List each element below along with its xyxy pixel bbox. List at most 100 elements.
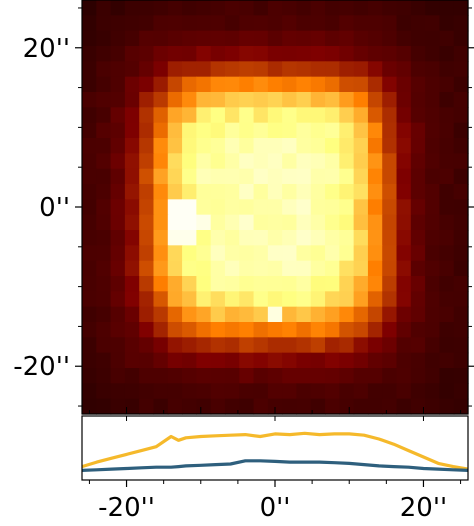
heatmap-cell: [82, 260, 97, 277]
heatmap-cell: [153, 383, 169, 400]
heatmap-cell: [139, 107, 155, 124]
heatmap-cell: [382, 107, 398, 124]
heatmap-cell: [96, 199, 112, 216]
profile-frame: [81, 415, 469, 481]
heatmap-cell: [153, 122, 169, 139]
heatmap-cell: [296, 337, 312, 354]
heatmap-cell: [396, 245, 412, 262]
heatmap-cell: [282, 184, 298, 200]
heatmap-cell: [210, 0, 226, 16]
heatmap-cell: [310, 214, 326, 231]
heatmap-cell: [167, 368, 183, 384]
heatmap-cell: [153, 214, 169, 231]
heatmap-cell: [224, 199, 240, 216]
heatmap-cell: [410, 322, 426, 338]
heatmap-cell: [267, 76, 283, 93]
heatmap-cell: [453, 230, 469, 246]
heatmap-cell: [210, 153, 226, 170]
heatmap-cell: [396, 322, 412, 338]
heatmap-cell: [310, 291, 326, 308]
heatmap-cell: [425, 214, 441, 231]
heatmap-cell: [339, 61, 355, 78]
heatmap-cell: [153, 199, 169, 216]
heatmap-cell: [282, 276, 298, 292]
heatmap-cell: [410, 61, 426, 78]
heatmap-cell: [167, 122, 183, 139]
heatmap-cell: [167, 168, 183, 185]
heatmap-cell: [339, 230, 355, 246]
heatmap-cell: [267, 368, 283, 384]
heatmap-cell: [224, 368, 240, 384]
heatmap-cell: [153, 306, 169, 323]
heatmap-cell: [110, 322, 126, 338]
heatmap-cell: [167, 260, 183, 277]
heatmap-cell: [282, 383, 298, 400]
heatmap-cell: [110, 214, 126, 231]
heatmap-cell: [153, 291, 169, 308]
heatmap-cell: [167, 352, 183, 369]
heatmap-cell: [110, 92, 126, 108]
heatmap-cell: [139, 260, 155, 277]
heatmap-cell: [282, 0, 298, 16]
heatmap-cell: [182, 352, 197, 369]
heatmap-cell: [296, 306, 312, 323]
heatmap-cell: [267, 398, 283, 415]
heatmap-cell: [425, 92, 441, 108]
heatmap-cell: [425, 0, 441, 16]
heatmap-cell: [210, 107, 226, 124]
heatmap-cell: [96, 92, 112, 108]
heatmap-cell: [239, 306, 255, 323]
heatmap-cell: [410, 122, 426, 139]
heatmap-cell: [296, 107, 312, 124]
heatmap-cell: [282, 352, 298, 369]
heatmap-cell: [453, 184, 469, 200]
heatmap-cell: [224, 46, 240, 62]
heatmap-cell: [239, 153, 255, 170]
heatmap-cell: [267, 214, 283, 231]
heatmap-cell: [339, 368, 355, 384]
heatmap-cell: [182, 383, 197, 400]
heatmap-cell: [325, 398, 340, 415]
heatmap-cell: [325, 383, 340, 400]
heatmap-cell: [82, 61, 97, 78]
heatmap-cell: [167, 398, 183, 415]
heatmap-cell: [367, 15, 383, 32]
heatmap-cell: [310, 199, 326, 216]
heatmap-cell: [124, 352, 140, 369]
heatmap-cell: [296, 322, 312, 338]
heatmap-cell: [139, 15, 155, 32]
heatmap-cell: [425, 61, 441, 78]
heatmap-cell: [267, 230, 283, 246]
heatmap-cell: [439, 322, 455, 338]
heatmap-cell: [153, 46, 169, 62]
heatmap-cell: [167, 230, 183, 246]
heatmap-cell: [96, 398, 112, 415]
heatmap-cell: [267, 92, 283, 108]
heatmap-cell: [282, 322, 298, 338]
heatmap-cell: [396, 199, 412, 216]
heatmap-cell: [267, 122, 283, 139]
heatmap-cell: [339, 184, 355, 200]
heatmap-cell: [210, 306, 226, 323]
heatmap-cell: [425, 398, 441, 415]
heatmap-cell: [453, 46, 469, 62]
heatmap-cell: [410, 306, 426, 323]
heatmap-cell: [267, 61, 283, 78]
heatmap-cell: [196, 30, 212, 47]
heatmap-cell: [353, 306, 369, 323]
heatmap-cell: [96, 276, 112, 292]
heatmap-cell: [167, 30, 183, 47]
heatmap-cell: [253, 245, 269, 262]
heatmap-cell: [439, 199, 455, 216]
heatmap-cell: [310, 398, 326, 415]
heatmap-cell: [396, 30, 412, 47]
heatmap-cell: [325, 138, 340, 154]
heatmap-cell: [196, 322, 212, 338]
heatmap-cell: [296, 138, 312, 154]
heatmap-cell: [253, 184, 269, 200]
heatmap-cell: [267, 107, 283, 124]
heatmap-cell: [296, 291, 312, 308]
heatmap-cell: [439, 76, 455, 93]
heatmap-cell: [210, 245, 226, 262]
heatmap-cell: [353, 184, 369, 200]
